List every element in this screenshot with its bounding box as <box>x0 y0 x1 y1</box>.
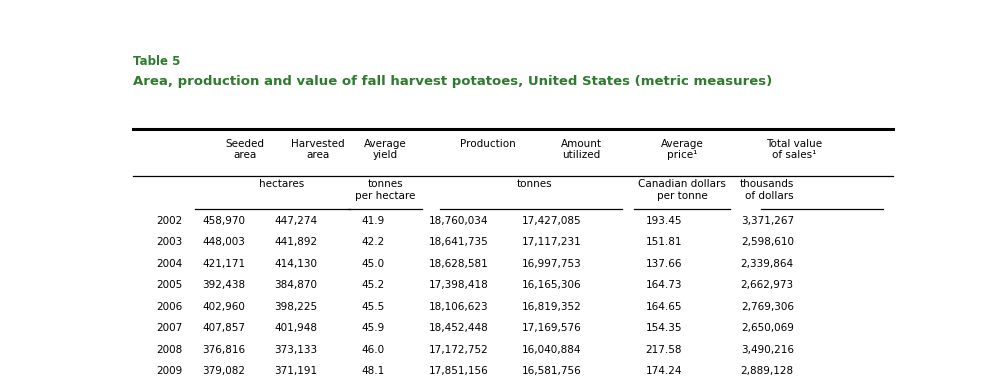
Text: thousands
of dollars: thousands of dollars <box>740 179 794 201</box>
Text: 16,040,884: 16,040,884 <box>522 345 582 355</box>
Text: 2003: 2003 <box>156 237 182 247</box>
Text: 421,171: 421,171 <box>202 259 245 268</box>
Text: 3,371,267: 3,371,267 <box>741 216 794 226</box>
Text: 2005: 2005 <box>156 280 182 290</box>
Text: 45.2: 45.2 <box>361 280 385 290</box>
Text: tonnes: tonnes <box>517 179 553 189</box>
Text: 41.9: 41.9 <box>361 216 385 226</box>
Text: 401,948: 401,948 <box>274 323 317 333</box>
Text: 2,889,128: 2,889,128 <box>741 366 794 376</box>
Text: Table 5: Table 5 <box>133 55 180 68</box>
Text: 164.65: 164.65 <box>646 302 682 312</box>
Text: 3,490,216: 3,490,216 <box>741 345 794 355</box>
Text: 392,438: 392,438 <box>202 280 245 290</box>
Text: 2009: 2009 <box>156 366 182 376</box>
Text: 379,082: 379,082 <box>202 366 245 376</box>
Text: Average
price¹: Average price¹ <box>661 139 704 160</box>
Text: 17,117,231: 17,117,231 <box>522 237 582 247</box>
Text: Canadian dollars
per tonne: Canadian dollars per tonne <box>639 179 726 201</box>
Text: Total value
of sales¹: Total value of sales¹ <box>766 139 822 160</box>
Text: 2006: 2006 <box>156 302 182 312</box>
Text: 48.1: 48.1 <box>361 366 385 376</box>
Text: 42.2: 42.2 <box>361 237 385 247</box>
Text: 2,662,973: 2,662,973 <box>741 280 794 290</box>
Text: 16,819,352: 16,819,352 <box>522 302 582 312</box>
Text: 18,760,034: 18,760,034 <box>428 216 488 226</box>
Text: 2,339,864: 2,339,864 <box>741 259 794 268</box>
Text: hectares: hectares <box>259 179 304 189</box>
Text: Harvested
area: Harvested area <box>290 139 344 160</box>
Text: Amount
utilized: Amount utilized <box>561 139 602 160</box>
Text: 46.0: 46.0 <box>362 345 385 355</box>
Text: 137.66: 137.66 <box>646 259 682 268</box>
Text: 17,169,576: 17,169,576 <box>522 323 582 333</box>
Text: 193.45: 193.45 <box>646 216 682 226</box>
Text: 18,641,735: 18,641,735 <box>428 237 488 247</box>
Text: 18,452,448: 18,452,448 <box>428 323 488 333</box>
Text: 174.24: 174.24 <box>646 366 682 376</box>
Text: 17,398,418: 17,398,418 <box>428 280 488 290</box>
Text: 384,870: 384,870 <box>274 280 317 290</box>
Text: 407,857: 407,857 <box>202 323 245 333</box>
Text: 17,427,085: 17,427,085 <box>522 216 582 226</box>
Text: 447,274: 447,274 <box>274 216 317 226</box>
Text: 16,581,756: 16,581,756 <box>522 366 582 376</box>
Text: 2,650,069: 2,650,069 <box>741 323 794 333</box>
Text: 376,816: 376,816 <box>202 345 245 355</box>
Text: 448,003: 448,003 <box>202 237 245 247</box>
Text: 18,628,581: 18,628,581 <box>428 259 488 268</box>
Text: 151.81: 151.81 <box>646 237 682 247</box>
Text: 45.0: 45.0 <box>362 259 385 268</box>
Text: 2,598,610: 2,598,610 <box>741 237 794 247</box>
Text: 154.35: 154.35 <box>646 323 682 333</box>
Text: 2008: 2008 <box>156 345 182 355</box>
Text: Production: Production <box>460 139 517 149</box>
Text: 2004: 2004 <box>156 259 182 268</box>
Text: 398,225: 398,225 <box>274 302 317 312</box>
Text: 2,769,306: 2,769,306 <box>741 302 794 312</box>
Text: 16,997,753: 16,997,753 <box>522 259 582 268</box>
Text: 18,106,623: 18,106,623 <box>428 302 488 312</box>
Text: 414,130: 414,130 <box>274 259 317 268</box>
Text: 458,970: 458,970 <box>202 216 245 226</box>
Text: 371,191: 371,191 <box>274 366 317 376</box>
Text: 402,960: 402,960 <box>202 302 245 312</box>
Text: 441,892: 441,892 <box>274 237 317 247</box>
Text: 45.5: 45.5 <box>361 302 385 312</box>
Text: 16,165,306: 16,165,306 <box>522 280 582 290</box>
Text: tonnes
per hectare: tonnes per hectare <box>354 179 415 201</box>
Text: Seeded
area: Seeded area <box>226 139 265 160</box>
Text: 45.9: 45.9 <box>361 323 385 333</box>
Text: Area, production and value of fall harvest potatoes, United States (metric measu: Area, production and value of fall harve… <box>133 75 772 88</box>
Text: 2002: 2002 <box>156 216 182 226</box>
Text: 17,172,752: 17,172,752 <box>428 345 488 355</box>
Text: 17,851,156: 17,851,156 <box>428 366 488 376</box>
Text: 164.73: 164.73 <box>646 280 682 290</box>
Text: Average
yield: Average yield <box>363 139 406 160</box>
Text: 2007: 2007 <box>156 323 182 333</box>
Text: 217.58: 217.58 <box>646 345 682 355</box>
Text: 373,133: 373,133 <box>274 345 317 355</box>
